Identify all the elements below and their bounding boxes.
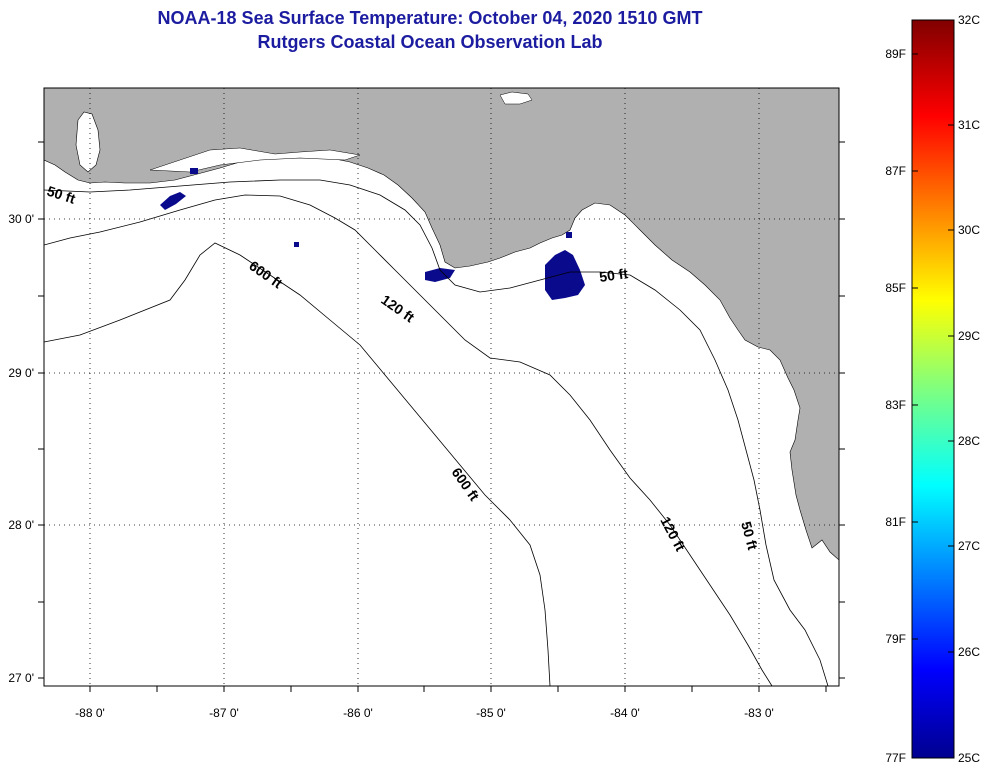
- lon-label: -87 0': [209, 706, 239, 720]
- celsius-label: 30C: [958, 223, 980, 237]
- depth-contour-120ft: [44, 194, 773, 686]
- fahrenheit-label: 81F: [885, 515, 906, 529]
- fahrenheit-label: 85F: [885, 281, 906, 295]
- cold-patch: [190, 168, 198, 174]
- celsius-label: 27C: [958, 539, 980, 553]
- lon-label: -83 0': [744, 706, 774, 720]
- bay-water: [499, 91, 533, 105]
- depth-contour-50ft: [44, 179, 829, 686]
- depth-label: 50 ft: [738, 520, 761, 552]
- depth-contour-600ft: [44, 242, 551, 686]
- depth-label: 50 ft: [598, 265, 629, 285]
- cold-patch: [566, 232, 572, 238]
- cold-patch: [545, 250, 585, 300]
- bay-water: [75, 111, 101, 173]
- fahrenheit-label: 87F: [885, 164, 906, 178]
- axis-ticks: [38, 141, 845, 692]
- fahrenheit-label: 83F: [885, 398, 906, 412]
- cold-patch: [160, 192, 186, 210]
- lon-label: -86 0': [343, 706, 373, 720]
- lat-label: 27 0': [8, 671, 34, 685]
- colorbar-celsius-scale: [948, 124, 954, 653]
- colorbar-fahrenheit-scale: [912, 53, 918, 640]
- fahrenheit-label: 79F: [885, 632, 906, 646]
- temperature-colorbar: [911, 19, 955, 759]
- coastal-lagoon: [149, 147, 361, 173]
- map-title: NOAA-18 Sea Surface Temperature: October…: [157, 8, 703, 28]
- celsius-label: 25C: [958, 751, 980, 765]
- fahrenheit-label: 77F: [885, 751, 906, 765]
- lon-label: -85 0': [476, 706, 506, 720]
- celsius-label: 29C: [958, 329, 980, 343]
- lat-label: 30 0': [8, 212, 34, 226]
- celsius-label: 32C: [958, 13, 980, 27]
- celsius-label: 28C: [958, 434, 980, 448]
- lon-label: -84 0': [610, 706, 640, 720]
- celsius-label: 26C: [958, 645, 980, 659]
- land-mass: [44, 88, 839, 561]
- lon-label: -88 0': [75, 706, 105, 720]
- map-subtitle: Rutgers Coastal Ocean Observation Lab: [257, 32, 603, 52]
- fahrenheit-label: 89F: [885, 47, 906, 61]
- lat-label: 28 0': [8, 518, 34, 532]
- cold-patch: [294, 242, 299, 247]
- lat-label: 29 0': [8, 366, 34, 380]
- celsius-label: 31C: [958, 118, 980, 132]
- cold-patch: [425, 268, 455, 282]
